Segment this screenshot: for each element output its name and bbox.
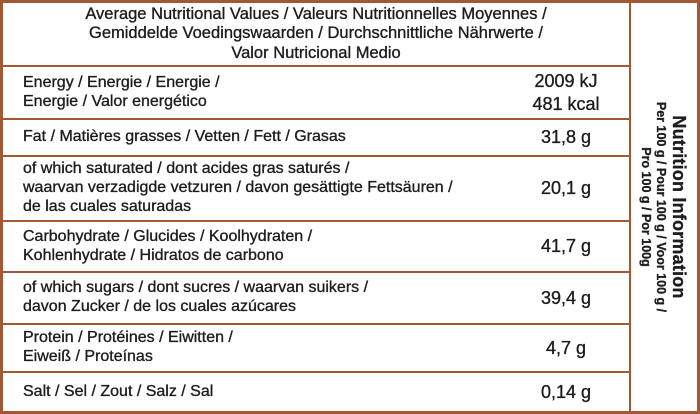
sidebar-rotated-text: Nutrition Information Per 100 g / Pour 1…	[631, 3, 697, 411]
row-salt: Salt / Sel / Zout / Salz / Sal 0,14 g	[3, 373, 629, 411]
row-energy: Energy / Energie / Energie / Energie / V…	[3, 67, 629, 120]
row-saturated-fat-value: 20,1 g	[540, 178, 592, 199]
row-fat-value: 31,8 g	[540, 127, 592, 148]
row-energy-value: 2009 kJ 481 kcal	[532, 71, 600, 114]
sidebar-subtitle: Per 100 g / Pour 100 g / Voor 100 g / Pr…	[639, 101, 668, 313]
row-protein-label: Protein / Protéines / Eiwitten / Eiweiß …	[23, 329, 233, 365]
row-fat: Fat / Matières grasses / Vetten / Fett /…	[3, 120, 629, 157]
row-salt-label: Salt / Sel / Zout / Salz / Sal	[23, 382, 214, 400]
row-salt-value: 0,14 g	[540, 381, 592, 402]
row-carbohydrate-value: 41,7 g	[540, 236, 592, 257]
row-carbohydrate-label: Carbohydrate / Glucides / Koolhydraten /…	[23, 227, 313, 264]
row-carbohydrate: Carbohydrate / Glucides / Koolhydraten /…	[3, 222, 629, 273]
row-fat-label: Fat / Matières grasses / Vetten / Fett /…	[23, 128, 346, 146]
row-sugars-label: of which sugars / dont sucres / waarvan …	[23, 279, 369, 315]
row-protein-value: 4,7 g	[545, 337, 587, 358]
sidebar-title: Nutrition Information	[668, 115, 689, 299]
row-sugars: of which sugars / dont sucres / waarvan …	[3, 273, 629, 325]
nutrition-table: Average Nutritional Values / Valeurs Nut…	[3, 3, 631, 411]
row-protein: Protein / Protéines / Eiwitten / Eiweiß …	[3, 325, 629, 373]
table-header-row: Average Nutritional Values / Valeurs Nut…	[3, 3, 629, 67]
row-saturated-fat-label: of which saturated / dont acides gras sa…	[23, 160, 453, 215]
table-header-title: Average Nutritional Values / Valeurs Nut…	[85, 5, 547, 62]
row-sugars-value: 39,4 g	[540, 287, 592, 308]
sidebar-per-100g: Nutrition Information Per 100 g / Pour 1…	[631, 3, 697, 411]
row-saturated-fat: of which saturated / dont acides gras sa…	[3, 157, 629, 222]
row-energy-label: Energy / Energie / Energie / Energie / V…	[23, 73, 220, 110]
